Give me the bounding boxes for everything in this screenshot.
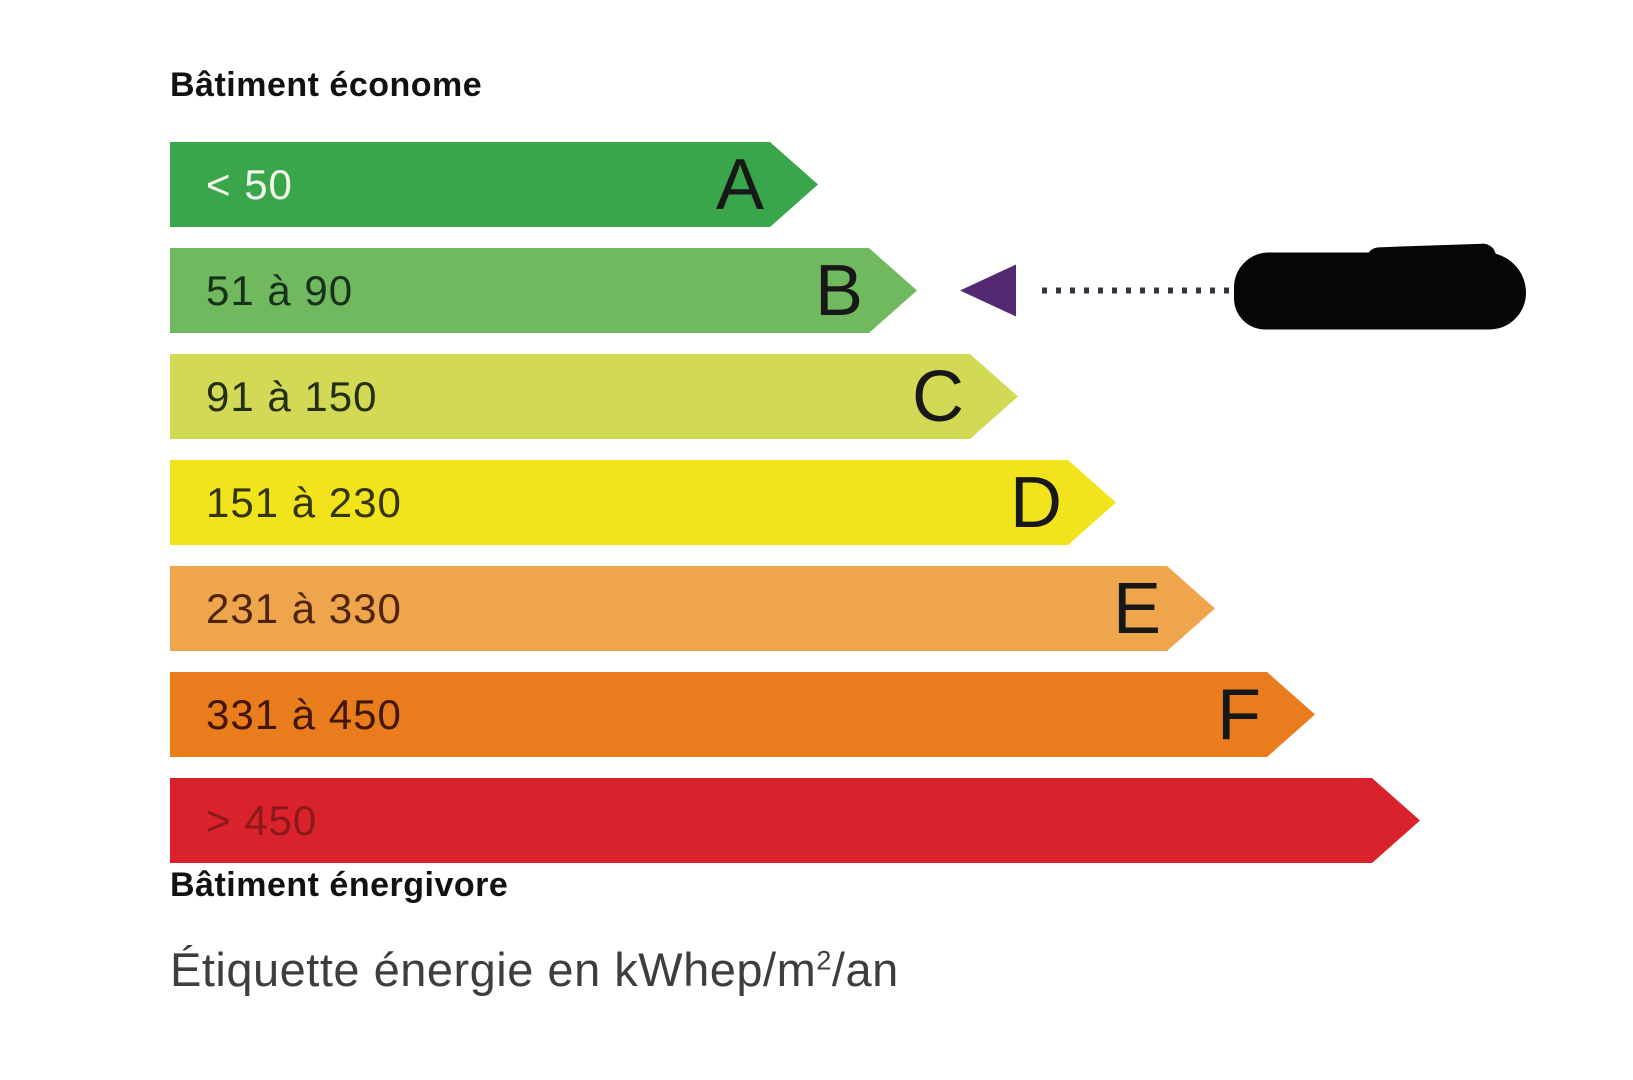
energy-intensive-building-label: Bâtiment énergivore: [170, 866, 509, 904]
range-label-d: 151 à 230: [206, 478, 402, 526]
range-label-g: > 450: [206, 796, 318, 844]
dotted-connector-line: [1042, 287, 1230, 294]
grade-letter-b: B: [814, 250, 863, 331]
energy-bar-c: 91 à 150 C: [170, 354, 1018, 439]
energy-bar-d: 151 à 230 D: [170, 460, 1116, 545]
energy-bar-row-d: 151 à 230 D: [170, 460, 1420, 545]
energy-bar-e: 231 à 330 E: [170, 566, 1215, 651]
redacted-value-marker: [1234, 252, 1526, 329]
energy-bar-b: 51 à 90 B: [170, 248, 917, 333]
energy-bar-row-g: > 450: [170, 778, 1420, 863]
current-rating-indicator: [960, 248, 1526, 333]
energy-bar-g: > 450: [170, 778, 1420, 863]
caption-text-end: /an: [831, 943, 899, 996]
caption-text: Étiquette énergie en kWhep/m: [170, 943, 817, 996]
energy-bar-row-e: 231 à 330 E: [170, 566, 1420, 651]
caption-superscript: 2: [816, 944, 832, 976]
energy-bar-row-b: 51 à 90 B: [170, 248, 1526, 333]
energy-bar-row-f: 331 à 450 F: [170, 672, 1420, 757]
economical-building-label: Bâtiment économe: [170, 66, 483, 104]
energy-scale: < 50 A 51 à 90 B 91 à 150 C 151 à 230 D 231 à 33…: [170, 142, 1526, 884]
range-label-e: 231 à 330: [206, 584, 402, 632]
energy-bar-row-a: < 50 A: [170, 142, 1420, 227]
grade-letter-a: A: [715, 144, 764, 225]
energy-bar-f: 331 à 450 F: [170, 672, 1315, 757]
range-label-c: 91 à 150: [206, 372, 378, 420]
grade-letter-d: D: [1010, 462, 1062, 543]
range-label-b: 51 à 90: [206, 266, 354, 314]
arrow-left-icon: [960, 264, 1016, 317]
grade-letter-c: C: [912, 356, 964, 437]
range-label-f: 331 à 450: [206, 690, 402, 738]
grade-letter-f: F: [1217, 674, 1261, 755]
grade-letter-e: E: [1112, 568, 1161, 649]
range-label-a: < 50: [206, 160, 293, 208]
energy-bar-row-c: 91 à 150 C: [170, 354, 1420, 439]
energy-caption: Étiquette énergie en kWhep/m2/an: [170, 942, 899, 997]
energy-bar-a: < 50 A: [170, 142, 818, 227]
